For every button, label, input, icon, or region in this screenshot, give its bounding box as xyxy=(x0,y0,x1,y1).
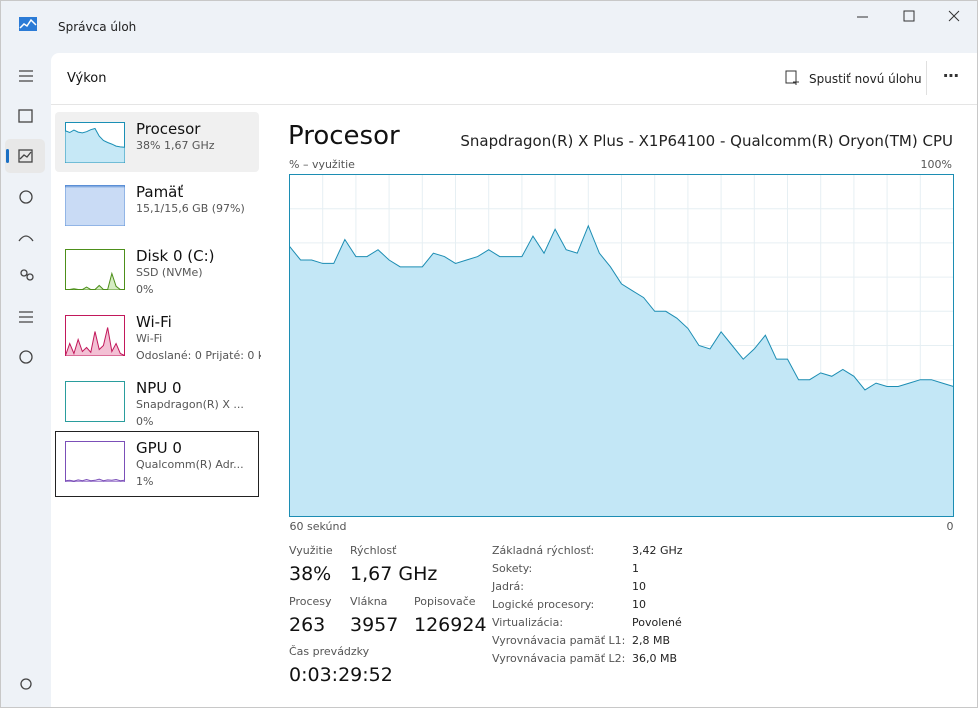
maximize[interactable] xyxy=(903,10,915,22)
thumbnail-area xyxy=(65,186,125,226)
stat-label: Procesy xyxy=(289,595,332,608)
sidebar-detail: 15,1/15,6 GB (97%) xyxy=(136,202,245,215)
plot-frame xyxy=(289,174,954,517)
detail-value: Povolené xyxy=(632,616,682,629)
new-task-icon[interactable] xyxy=(785,70,801,86)
stat-label: Využitie xyxy=(289,544,333,557)
thumbnail xyxy=(65,381,125,422)
window-controls[interactable] xyxy=(851,9,971,25)
cpu-graph xyxy=(289,174,954,517)
sidebar-detail: Qualcomm(R) Adr... xyxy=(136,458,244,471)
detail-value: 3,42 GHz xyxy=(632,544,683,557)
page-title: Výkon xyxy=(67,71,107,86)
app-icon xyxy=(19,17,37,31)
nav-menu[interactable] xyxy=(19,70,33,82)
close[interactable] xyxy=(948,10,960,22)
sidebar-item[interactable] xyxy=(55,431,259,497)
usage-line xyxy=(289,224,954,391)
sidebar-detail: Snapdragon(R) X ... xyxy=(136,398,244,411)
sidebar-name: Procesor xyxy=(136,120,201,138)
sidebar-name: Wi-Fi xyxy=(136,313,172,331)
stat-label: Popisovače xyxy=(414,595,476,608)
thumbnail xyxy=(65,249,125,290)
stat-value: 3957 xyxy=(350,614,399,636)
sidebar-name: GPU 0 xyxy=(136,439,182,457)
nav-indicator xyxy=(6,149,9,163)
detail-label: Základná rýchlosť: xyxy=(492,544,595,557)
stat-value: 1,67 GHz xyxy=(350,563,438,585)
nav-users[interactable] xyxy=(20,269,28,277)
nav-settings[interactable] xyxy=(20,678,32,690)
detail-value: 10 xyxy=(632,598,646,611)
stat-label: Čas prevádzky xyxy=(289,645,370,658)
sidebar-name: Disk 0 (C:) xyxy=(136,247,215,265)
x-tick-label: 0 xyxy=(946,520,954,533)
thumbnail-frame xyxy=(65,381,125,422)
y-axis-label: % – využitie xyxy=(289,158,355,171)
sidebar-name: NPU 0 xyxy=(136,379,182,397)
thumbnail-line xyxy=(65,271,125,290)
detail-label: Logické procesory: xyxy=(492,598,595,611)
detail-value: 1 xyxy=(632,562,639,575)
nav-processes[interactable] xyxy=(18,109,33,123)
new-task-button[interactable]: Spustiť novú úlohu xyxy=(809,72,922,86)
detail-label: Vyrovnávacia pamäť L1: xyxy=(492,634,626,647)
thumbnail-area xyxy=(65,128,125,163)
window-title: Správca úloh xyxy=(58,20,137,34)
header: Výkon Spustiť novú úlohu ⋯ xyxy=(51,53,977,105)
thumbnail xyxy=(65,185,125,226)
cpu-model: Snapdragon(R) X Plus - X1P64100 - Qualco… xyxy=(460,132,953,150)
sidebar-detail: 0% xyxy=(136,415,154,428)
thumbnail-line xyxy=(65,127,125,148)
thumbnail-line xyxy=(65,327,125,356)
thumbnail xyxy=(65,315,125,356)
thumbnail-area xyxy=(65,273,125,290)
nav-history[interactable] xyxy=(19,190,33,204)
sidebar-detail: 1% xyxy=(136,475,154,488)
nav-rail xyxy=(5,70,45,690)
x-tick-label: 60 sekúnd xyxy=(289,520,347,533)
y-tick-label: 100% xyxy=(920,158,952,171)
stat-label: Rýchlosť xyxy=(350,544,397,557)
thumbnail-area xyxy=(65,327,125,356)
thumbnail-line xyxy=(65,478,125,482)
nav-performance[interactable] xyxy=(18,149,33,163)
sidebar-detail: 38% 1,67 GHz xyxy=(136,139,215,152)
sidebar-detail: Wi-Fi xyxy=(136,332,163,345)
detail-label: Vyrovnávacia pamäť L2: xyxy=(492,652,626,665)
sidebar-detail: SSD (NVMe) xyxy=(136,266,203,279)
sidebar-detail: Odoslané: 0 Prijaté: 0 kb xyxy=(136,349,261,362)
stat-value: 0:03:29:52 xyxy=(289,664,393,686)
thumbnail-frame xyxy=(65,441,125,482)
nav-details[interactable] xyxy=(19,311,33,323)
detail-value: 2,8 MB xyxy=(632,634,671,647)
detail-value: 10 xyxy=(632,580,646,593)
sidebar-name: Pamäť xyxy=(136,183,184,201)
stat-value: 263 xyxy=(289,614,326,636)
thumbnail xyxy=(65,441,125,482)
nav-services[interactable] xyxy=(19,350,33,364)
thumbnail xyxy=(65,122,125,163)
main-title: Procesor xyxy=(288,121,400,151)
sidebar-detail: 0% xyxy=(136,283,154,296)
stat-value: 126924 xyxy=(414,614,487,636)
more-button[interactable]: ⋯ xyxy=(943,66,959,85)
detail-label: Jadrá: xyxy=(492,580,524,593)
detail-label: Virtualizácia: xyxy=(492,616,564,629)
stat-value: 38% xyxy=(289,563,332,585)
usage-area xyxy=(289,225,954,517)
stat-label: Vlákna xyxy=(350,595,388,608)
nav-startup[interactable] xyxy=(18,235,34,242)
detail-value: 36,0 MB xyxy=(632,652,678,665)
separator xyxy=(926,61,927,95)
detail-label: Sokety: xyxy=(492,562,533,575)
